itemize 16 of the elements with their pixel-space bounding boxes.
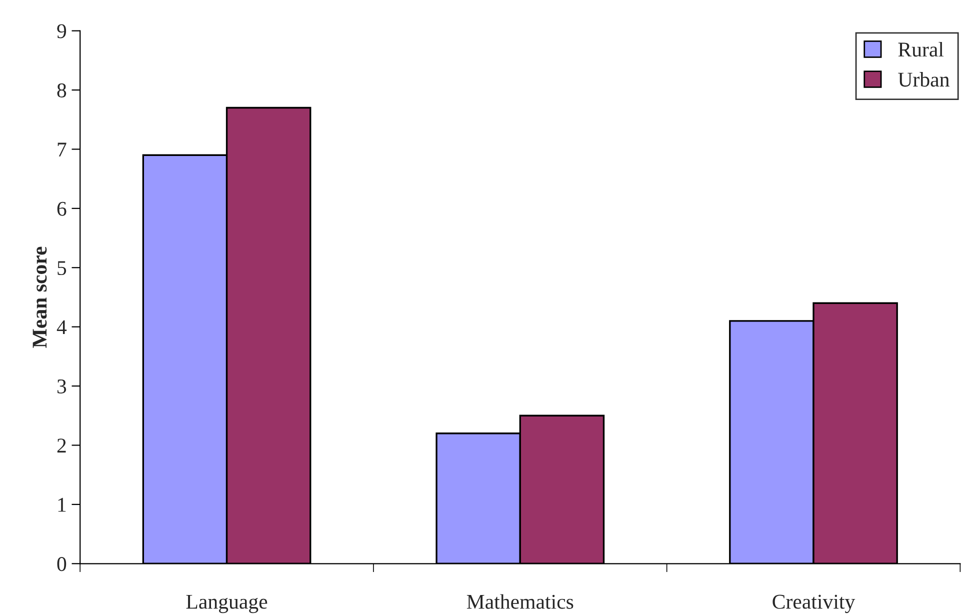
legend-label: Rural — [898, 42, 944, 57]
legend-label: Urban — [898, 72, 950, 87]
y-tick-label: 3 — [57, 379, 66, 394]
y-tick-label: 0 — [57, 557, 66, 572]
y-tick-label: 5 — [58, 261, 66, 276]
y-axis-title: Mean score — [32, 246, 47, 348]
y-tick-label: 9 — [57, 24, 66, 38]
y-tick-label: 6 — [57, 202, 66, 216]
y-tick-label: 7 — [58, 142, 66, 156]
y-tick-label: 4 — [56, 320, 67, 334]
x-tick-label: Creativity — [772, 594, 856, 614]
y-tick-label: 8 — [57, 83, 66, 98]
x-tick-label: Language — [186, 594, 268, 614]
y-tick-label: 1 — [58, 498, 66, 512]
y-tick-label: 2 — [57, 438, 66, 452]
x-tick-label: Mathematics — [466, 594, 574, 609]
